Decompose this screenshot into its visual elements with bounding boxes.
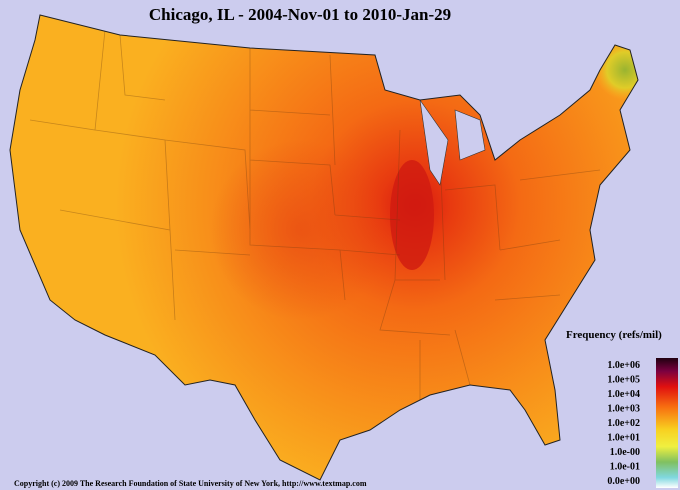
legend-label: 1.0e-00 — [610, 447, 640, 458]
heat-illinois — [390, 160, 434, 270]
state-lines — [29, 29, 601, 420]
legend-label: 1.0e+06 — [607, 360, 640, 371]
great-lakes — [419, 99, 486, 186]
legend-labels: 1.0e+06 1.0e+05 1.0e+04 1.0e+03 1.0e+02 1.0e+… — [607, 360, 640, 487]
copyright: Copyright (c) 2009 The Research Foundati… — [14, 479, 367, 488]
legend-label: 0.0e+00 — [607, 476, 640, 487]
legend-label: 1.0e+03 — [607, 404, 640, 415]
legend-label: 1.0e+02 — [607, 418, 640, 429]
map-title: Chicago, IL - 2004-Nov-01 to 2010-Jan-29 — [149, 5, 451, 24]
legend-label: 1.0e+04 — [607, 389, 640, 400]
legend-label: 1.0e+01 — [607, 433, 640, 444]
legend-color-bar — [656, 358, 678, 488]
legend-title: Frequency (refs/mil) — [566, 329, 662, 341]
legend-label: 1.0e+05 — [607, 375, 640, 386]
legend-label: 1.0e-01 — [610, 462, 640, 473]
